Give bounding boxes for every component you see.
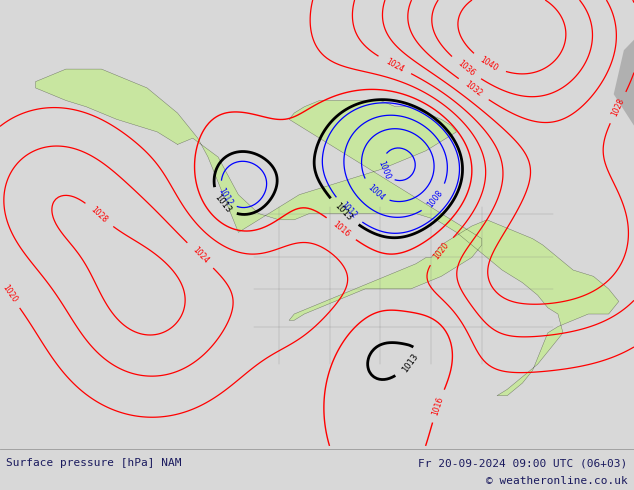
Text: 1016: 1016: [331, 219, 351, 239]
Text: Fr 20-09-2024 09:00 UTC (06+03): Fr 20-09-2024 09:00 UTC (06+03): [418, 458, 628, 468]
Text: 1008: 1008: [426, 188, 445, 209]
Text: 1004: 1004: [366, 183, 386, 202]
Text: 1012: 1012: [339, 200, 358, 220]
Text: 1000: 1000: [377, 159, 392, 181]
Text: 1020: 1020: [432, 241, 451, 261]
Text: 1012: 1012: [217, 187, 234, 208]
Polygon shape: [36, 69, 619, 395]
Text: 1024: 1024: [190, 245, 210, 266]
Text: 1013: 1013: [333, 201, 354, 223]
Text: 1013: 1013: [212, 193, 233, 215]
Text: 1028: 1028: [610, 97, 626, 118]
Text: 1024: 1024: [384, 56, 405, 74]
Text: Surface pressure [hPa] NAM: Surface pressure [hPa] NAM: [6, 458, 182, 468]
Text: 1032: 1032: [463, 80, 484, 99]
Text: © weatheronline.co.uk: © weatheronline.co.uk: [486, 476, 628, 486]
Text: 1040: 1040: [478, 55, 500, 73]
Text: 1013: 1013: [400, 352, 420, 374]
Text: 1036: 1036: [456, 59, 476, 78]
Text: 1016: 1016: [430, 395, 445, 416]
Text: 1028: 1028: [89, 205, 109, 225]
Text: 1020: 1020: [0, 283, 18, 304]
Polygon shape: [614, 0, 634, 145]
